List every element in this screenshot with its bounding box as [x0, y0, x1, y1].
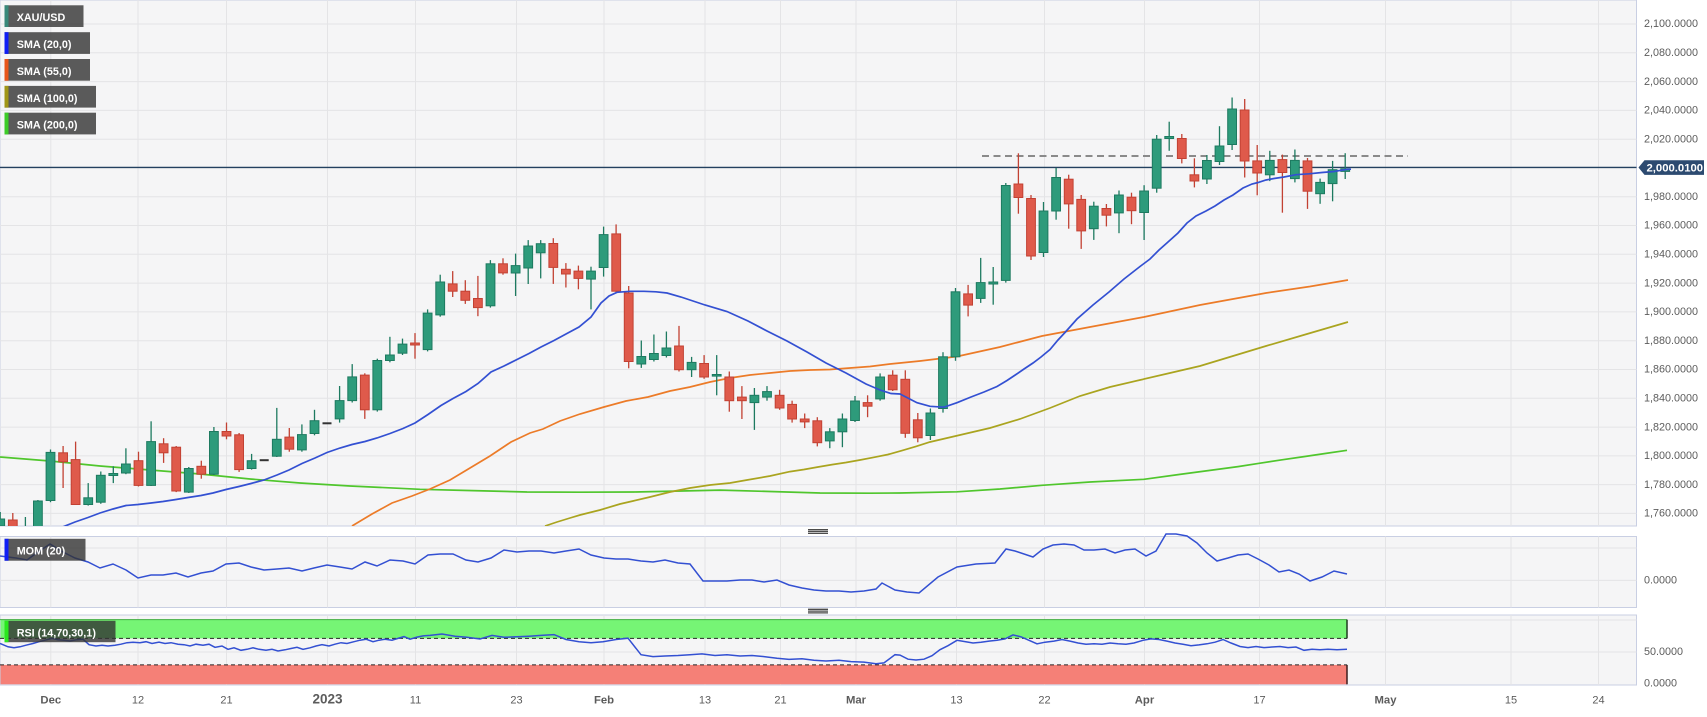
svg-text:2,080.0000: 2,080.0000 [1644, 47, 1698, 59]
svg-text:2023: 2023 [312, 692, 343, 707]
svg-text:11: 11 [410, 695, 421, 707]
svg-text:2,060.0000: 2,060.0000 [1644, 76, 1698, 88]
svg-text:2,000.0100: 2,000.0100 [1647, 163, 1704, 175]
svg-text:Mar: Mar [846, 695, 867, 707]
svg-text:1,860.0000: 1,860.0000 [1644, 364, 1698, 376]
svg-text:Apr: Apr [1135, 695, 1155, 707]
svg-text:1,780.0000: 1,780.0000 [1644, 479, 1698, 491]
svg-text:21: 21 [774, 695, 786, 707]
svg-text:12: 12 [132, 695, 144, 707]
svg-text:0.0000: 0.0000 [1644, 575, 1677, 587]
svg-text:SMA (100,0): SMA (100,0) [17, 93, 78, 105]
svg-text:13: 13 [950, 695, 962, 707]
svg-text:May: May [1375, 695, 1398, 707]
svg-text:Feb: Feb [594, 695, 614, 707]
svg-text:1,960.0000: 1,960.0000 [1644, 220, 1698, 232]
svg-text:RSI (14,70,30,1): RSI (14,70,30,1) [17, 628, 97, 640]
svg-text:1,980.0000: 1,980.0000 [1644, 191, 1698, 203]
svg-text:1,760.0000: 1,760.0000 [1644, 508, 1698, 520]
svg-text:SMA (55,0): SMA (55,0) [17, 66, 72, 78]
svg-text:13: 13 [699, 695, 711, 707]
svg-text:2,100.0000: 2,100.0000 [1644, 18, 1698, 30]
svg-text:22: 22 [1038, 695, 1050, 707]
svg-text:15: 15 [1505, 695, 1517, 707]
svg-text:XAU/USD: XAU/USD [17, 12, 66, 24]
svg-text:2,020.0000: 2,020.0000 [1644, 133, 1698, 145]
svg-text:24: 24 [1592, 695, 1604, 707]
svg-text:1,820.0000: 1,820.0000 [1644, 421, 1698, 433]
svg-text:50.0000: 50.0000 [1644, 646, 1683, 658]
svg-text:MOM (20): MOM (20) [17, 546, 66, 558]
svg-text:SMA (200,0): SMA (200,0) [17, 120, 78, 132]
svg-text:2,040.0000: 2,040.0000 [1644, 105, 1698, 117]
svg-text:1,840.0000: 1,840.0000 [1644, 393, 1698, 405]
svg-text:SMA (20,0): SMA (20,0) [17, 39, 72, 51]
svg-text:17: 17 [1253, 695, 1265, 707]
svg-text:0.0000: 0.0000 [1644, 677, 1677, 689]
svg-text:1,900.0000: 1,900.0000 [1644, 306, 1698, 318]
svg-text:1,800.0000: 1,800.0000 [1644, 450, 1698, 462]
svg-text:1,880.0000: 1,880.0000 [1644, 335, 1698, 347]
svg-text:1,920.0000: 1,920.0000 [1644, 277, 1698, 289]
svg-text:Dec: Dec [40, 695, 61, 707]
svg-text:23: 23 [510, 695, 522, 707]
svg-text:1,940.0000: 1,940.0000 [1644, 249, 1698, 261]
svg-text:21: 21 [220, 695, 232, 707]
